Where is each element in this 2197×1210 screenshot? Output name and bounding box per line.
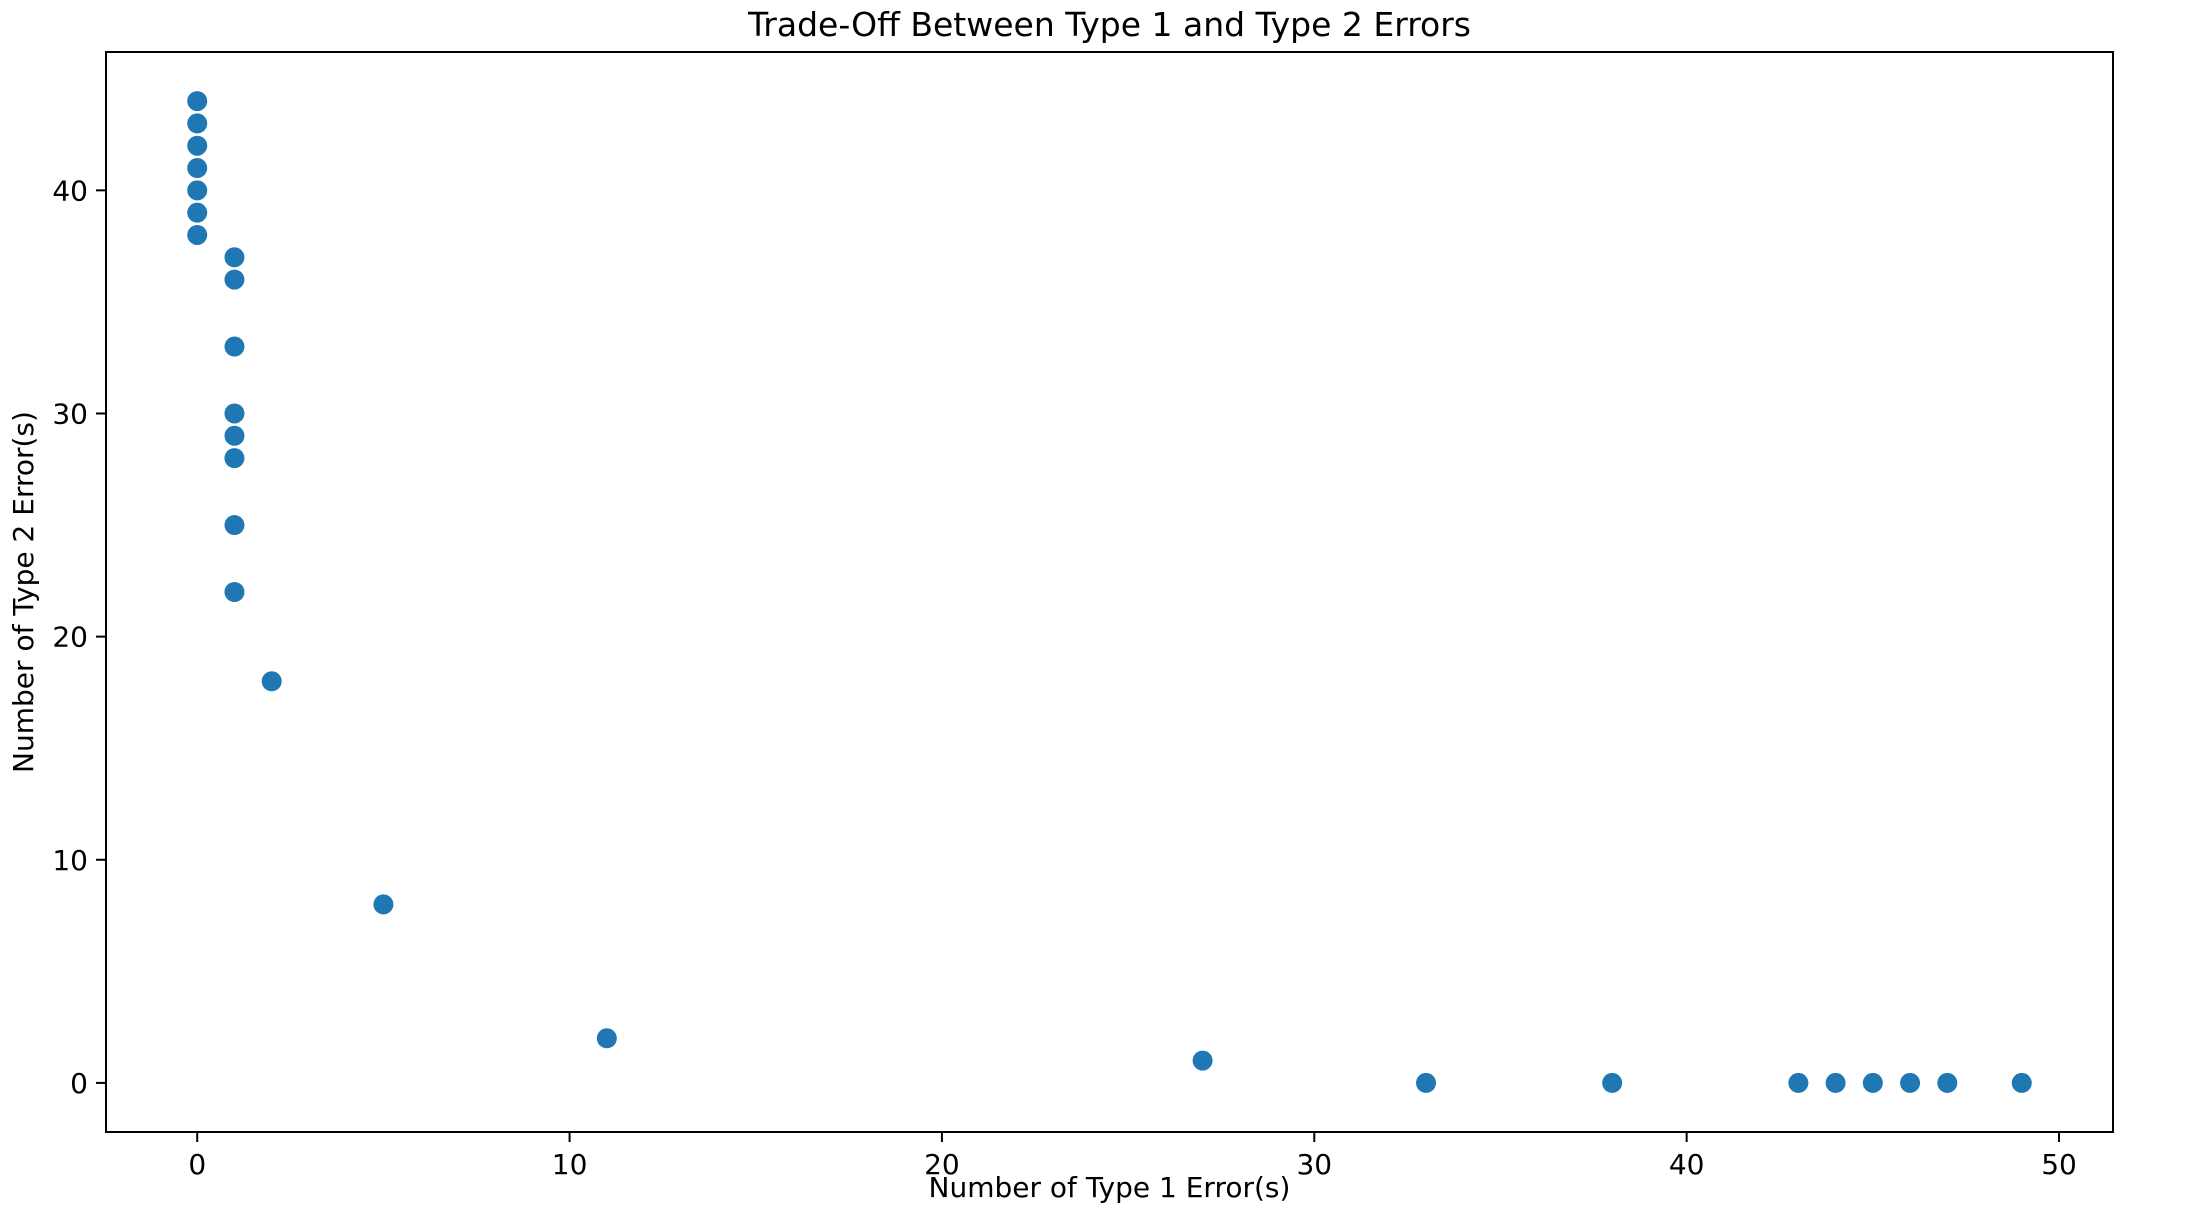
chart-title: Trade-Off Between Type 1 and Type 2 Erro… <box>747 5 1471 44</box>
data-point-0-11 <box>224 425 245 446</box>
x-tick-label-10: 10 <box>552 1148 588 1181</box>
data-point-0-1 <box>187 113 208 134</box>
x-tick-label-30: 30 <box>1296 1148 1332 1181</box>
data-point-0-16 <box>373 894 394 915</box>
x-tick-label-20: 20 <box>924 1148 960 1181</box>
data-point-0-23 <box>1862 1072 1883 1093</box>
y-axis-label: Number of Type 2 Error(s) <box>7 411 40 773</box>
data-point-0-4 <box>187 180 208 201</box>
data-point-0-20 <box>1602 1072 1623 1093</box>
data-point-0-21 <box>1788 1072 1809 1093</box>
x-axis-label: Number of Type 1 Error(s) <box>929 1171 1291 1204</box>
data-point-0-24 <box>1900 1072 1921 1093</box>
data-point-0-9 <box>224 336 245 357</box>
data-points <box>187 91 2032 1093</box>
x-tick-label-50: 50 <box>2041 1148 2077 1181</box>
x-tick-label-40: 40 <box>1669 1148 1705 1181</box>
data-point-0-8 <box>224 269 245 290</box>
data-point-0-17 <box>596 1028 617 1049</box>
data-point-0-7 <box>224 247 245 268</box>
y-axis-ticks: 0 10 20 30 40 <box>52 174 106 1100</box>
data-point-0-19 <box>1416 1072 1436 1093</box>
data-point-0-5 <box>187 202 208 223</box>
y-tick-label-40: 40 <box>52 174 88 207</box>
data-point-0-25 <box>1937 1072 1958 1093</box>
data-point-0-2 <box>187 135 208 156</box>
data-point-0-15 <box>261 671 282 692</box>
y-tick-label-10: 10 <box>52 844 88 877</box>
y-tick-label-20: 20 <box>52 621 88 654</box>
y-tick-label-30: 30 <box>52 397 88 430</box>
x-tick-label-0: 0 <box>188 1148 206 1181</box>
y-tick-label-0: 0 <box>70 1067 88 1100</box>
data-point-0-10 <box>224 403 245 424</box>
data-point-0-18 <box>1192 1050 1213 1071</box>
data-point-0-12 <box>224 448 245 469</box>
data-point-0-6 <box>187 224 208 245</box>
x-axis-ticks: 0 10 20 30 40 50 <box>188 1132 2077 1181</box>
data-point-0-26 <box>2011 1072 2032 1093</box>
data-point-0-22 <box>1825 1072 1846 1093</box>
data-point-0-3 <box>187 158 208 179</box>
data-point-0-14 <box>224 582 245 602</box>
data-point-0-13 <box>224 515 245 536</box>
plot-area-frame <box>105 51 2114 1133</box>
data-point-0-0 <box>187 91 208 112</box>
